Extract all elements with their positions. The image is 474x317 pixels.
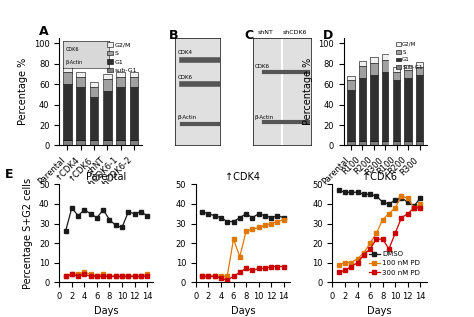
Bar: [347, 90, 355, 141]
Bar: [404, 141, 412, 146]
X-axis label: Days: Days: [94, 307, 118, 316]
X-axis label: Days: Days: [367, 307, 392, 316]
Bar: [358, 141, 366, 146]
Bar: [63, 72, 72, 84]
Y-axis label: Percentage S+G2 cells: Percentage S+G2 cells: [23, 178, 33, 289]
Bar: [63, 67, 72, 72]
Text: shNT: shNT: [258, 30, 274, 35]
Bar: [90, 87, 98, 97]
Bar: [358, 66, 366, 78]
Bar: [358, 61, 366, 66]
Bar: [129, 87, 138, 140]
Bar: [404, 70, 412, 78]
Bar: [393, 67, 401, 72]
Bar: [116, 87, 125, 140]
Y-axis label: Percentage %: Percentage %: [303, 58, 313, 126]
Text: shCDK6: shCDK6: [282, 30, 307, 35]
Legend: G2/M, S, G1, sub-G1: G2/M, S, G1, sub-G1: [106, 41, 139, 74]
Bar: [63, 84, 72, 140]
Bar: [370, 141, 377, 146]
Bar: [370, 75, 377, 141]
Bar: [347, 76, 355, 80]
Text: CDK6: CDK6: [255, 64, 269, 69]
Bar: [90, 82, 98, 87]
Legend: G2/M, S, G1, Sub-G1: G2/M, S, G1, Sub-G1: [395, 41, 424, 71]
Bar: [103, 74, 111, 79]
Bar: [370, 57, 377, 62]
Bar: [116, 77, 125, 87]
Bar: [90, 140, 98, 146]
Bar: [116, 72, 125, 77]
Text: β-Actin: β-Actin: [178, 115, 197, 120]
Bar: [393, 72, 401, 80]
Bar: [129, 72, 138, 77]
Text: B: B: [169, 29, 178, 42]
Bar: [76, 77, 85, 87]
Title: ↑CDK4: ↑CDK4: [226, 172, 260, 182]
Text: β-Actin: β-Actin: [255, 115, 273, 120]
Y-axis label: Percentage %: Percentage %: [18, 58, 28, 126]
Bar: [103, 79, 111, 91]
Text: shCDK6: shCDK6: [396, 193, 420, 198]
Bar: [63, 140, 72, 146]
X-axis label: Days: Days: [231, 307, 255, 316]
Bar: [76, 87, 85, 140]
Text: shNT: shNT: [360, 193, 376, 198]
Bar: [90, 97, 98, 140]
Bar: [393, 80, 401, 141]
Title: Parental: Parental: [86, 172, 127, 182]
Bar: [358, 78, 366, 141]
Text: D: D: [323, 29, 334, 42]
Bar: [404, 78, 412, 141]
Bar: [347, 80, 355, 90]
Text: E: E: [5, 168, 13, 181]
Title: ↑CDK6: ↑CDK6: [362, 172, 397, 182]
Bar: [347, 141, 355, 146]
Bar: [393, 141, 401, 146]
Bar: [129, 140, 138, 146]
Bar: [382, 55, 389, 60]
Text: C: C: [245, 29, 254, 42]
Bar: [129, 77, 138, 87]
Text: CDK6: CDK6: [178, 75, 192, 80]
Bar: [416, 67, 423, 75]
Bar: [382, 60, 389, 72]
Bar: [416, 141, 423, 146]
Text: CDK4: CDK4: [178, 50, 192, 55]
Bar: [103, 140, 111, 146]
Bar: [416, 61, 423, 67]
Bar: [404, 65, 412, 70]
Bar: [76, 72, 85, 77]
Legend: DMSO, 100 nM PD, 300 nM PD: DMSO, 100 nM PD, 300 nM PD: [366, 248, 423, 279]
Bar: [116, 140, 125, 146]
Bar: [382, 141, 389, 146]
Bar: [370, 62, 377, 75]
Bar: [416, 75, 423, 141]
Text: A: A: [38, 25, 48, 38]
Bar: [76, 140, 85, 146]
Bar: [103, 91, 111, 140]
Bar: [382, 72, 389, 141]
